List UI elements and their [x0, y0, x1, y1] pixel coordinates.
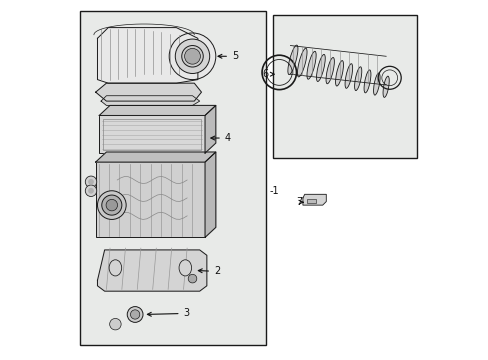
Polygon shape — [96, 83, 201, 101]
Polygon shape — [101, 96, 199, 105]
Circle shape — [127, 307, 142, 322]
Ellipse shape — [109, 260, 122, 276]
Text: -1: -1 — [269, 186, 279, 196]
Ellipse shape — [297, 48, 306, 77]
Circle shape — [88, 188, 94, 194]
Polygon shape — [96, 152, 215, 162]
Circle shape — [175, 39, 209, 73]
Circle shape — [106, 199, 117, 211]
Circle shape — [109, 319, 121, 330]
Ellipse shape — [354, 67, 361, 91]
Polygon shape — [303, 194, 325, 205]
Ellipse shape — [306, 51, 316, 79]
Ellipse shape — [179, 260, 191, 276]
Circle shape — [182, 45, 203, 67]
Polygon shape — [97, 28, 198, 83]
Circle shape — [102, 195, 122, 215]
Text: 4: 4 — [210, 133, 230, 143]
Circle shape — [88, 179, 94, 185]
Text: 3: 3 — [147, 309, 189, 318]
Circle shape — [85, 185, 97, 197]
Text: 2: 2 — [198, 266, 220, 276]
Ellipse shape — [364, 70, 370, 93]
Bar — [273, 15, 416, 158]
Circle shape — [97, 191, 126, 220]
Bar — [99, 116, 204, 153]
Ellipse shape — [335, 60, 343, 86]
Circle shape — [85, 176, 97, 188]
Text: 7: 7 — [296, 197, 302, 207]
Bar — [306, 199, 315, 203]
Text: 6: 6 — [262, 69, 268, 79]
Bar — [80, 12, 265, 345]
Polygon shape — [99, 105, 215, 116]
Ellipse shape — [316, 54, 325, 81]
Circle shape — [184, 48, 200, 64]
Polygon shape — [204, 105, 215, 153]
Circle shape — [169, 33, 215, 80]
Ellipse shape — [287, 45, 297, 75]
Ellipse shape — [345, 64, 352, 88]
Bar — [102, 119, 201, 149]
Bar — [96, 162, 204, 237]
Text: 5: 5 — [218, 51, 238, 61]
Circle shape — [188, 274, 196, 283]
Ellipse shape — [325, 58, 334, 84]
Polygon shape — [204, 152, 215, 237]
Polygon shape — [106, 152, 215, 237]
Polygon shape — [97, 250, 206, 291]
Ellipse shape — [373, 73, 379, 95]
Circle shape — [130, 310, 140, 319]
Ellipse shape — [382, 76, 388, 97]
